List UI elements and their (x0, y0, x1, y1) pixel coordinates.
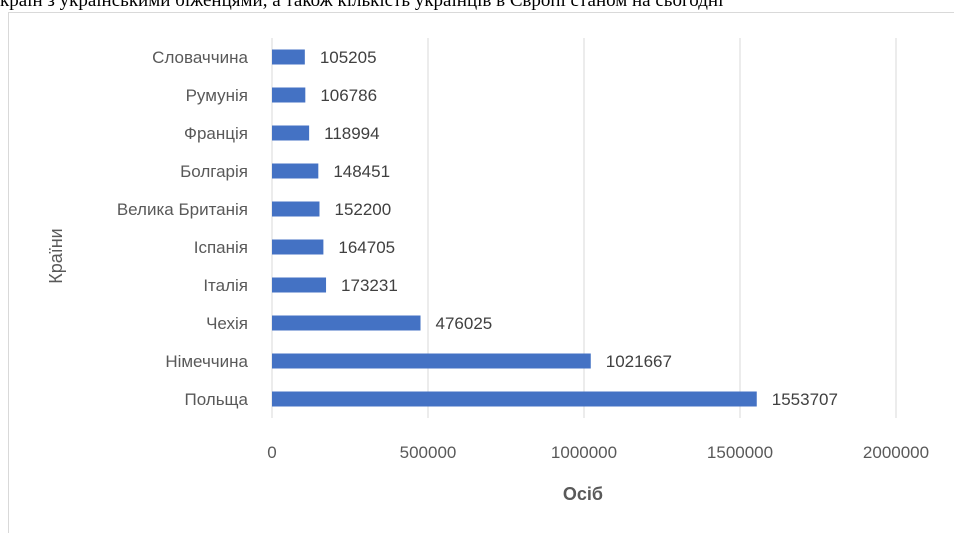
data-label: 173231 (341, 276, 398, 295)
category-label: Словаччина (152, 48, 248, 67)
data-label: 1021667 (606, 352, 672, 371)
document-text-line: країн з українськими біженцями, а також … (0, 0, 724, 11)
bar (272, 391, 757, 407)
data-label: 152200 (334, 200, 391, 219)
bar (272, 277, 327, 293)
bar (272, 315, 421, 331)
y-axis-title: Країни (46, 228, 66, 284)
x-tick-label: 1000000 (551, 443, 617, 462)
data-label: 164705 (338, 238, 395, 257)
category-label: Польща (184, 390, 248, 409)
x-tick-label: 500000 (400, 443, 457, 462)
chart-frame (8, 12, 954, 533)
category-label: Велика Британія (117, 200, 248, 219)
data-label: 118994 (324, 124, 379, 143)
data-label: 106786 (320, 86, 377, 105)
category-label: Італія (203, 276, 248, 295)
bar (272, 239, 324, 255)
category-label: Румунія (186, 86, 248, 105)
bar (272, 353, 591, 369)
bar (272, 125, 310, 141)
bars (272, 49, 757, 407)
x-axis-title: Осіб (563, 484, 603, 504)
bar (272, 201, 320, 217)
x-tick-label: 2000000 (863, 443, 929, 462)
category-label: Німеччина (165, 352, 248, 371)
category-label: Болгарія (180, 162, 248, 181)
x-tick-label: 0 (267, 443, 276, 462)
data-label: 1553707 (772, 390, 838, 409)
category-label: Франція (184, 124, 248, 143)
x-tick-label: 1500000 (707, 443, 773, 462)
data-labels: 1553707 1021667 476025 173231 164705 152200 14… (320, 48, 838, 409)
category-labels: Польща Німеччина Чехія Італія Іспанія Велика … (117, 48, 249, 409)
category-label: Чехія (206, 314, 248, 333)
bar (272, 163, 319, 179)
category-label: Іспанія (194, 238, 248, 257)
data-label: 148451 (333, 162, 390, 181)
data-label: 476025 (436, 314, 493, 333)
data-label: 105205 (320, 48, 377, 67)
bar (272, 49, 305, 65)
x-tick-labels: 0 500000 1000000 1500000 2000000 (267, 443, 929, 462)
bar (272, 87, 306, 103)
